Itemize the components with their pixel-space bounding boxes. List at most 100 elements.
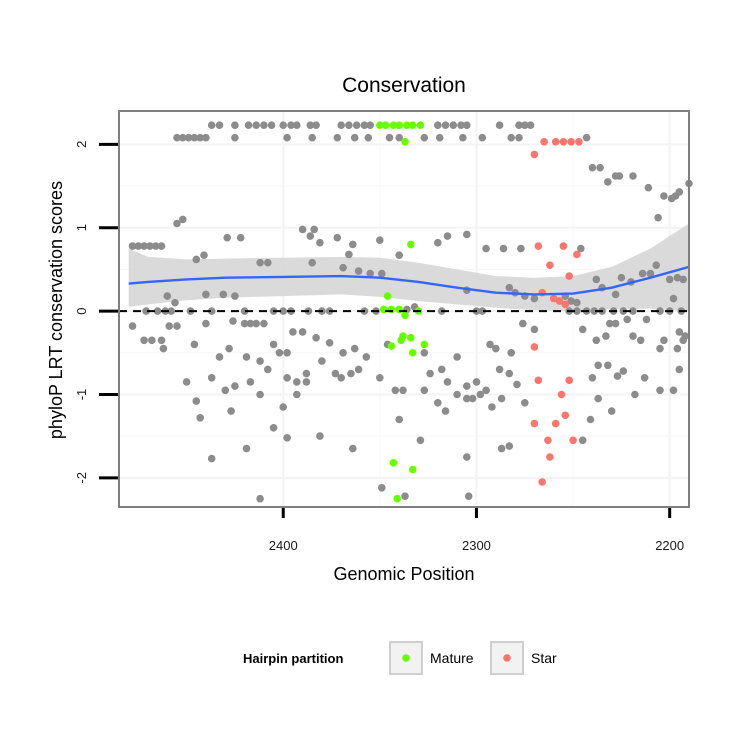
point-other bbox=[179, 215, 187, 224]
point-star bbox=[561, 411, 570, 420]
point-star bbox=[534, 242, 543, 250]
point-other bbox=[308, 258, 317, 267]
point-other bbox=[399, 386, 407, 395]
point-other bbox=[463, 394, 471, 403]
point-other bbox=[202, 133, 210, 142]
point-other bbox=[173, 219, 181, 228]
point-other bbox=[264, 258, 272, 267]
point-other bbox=[298, 328, 307, 336]
point-other bbox=[231, 382, 239, 390]
point-other bbox=[246, 378, 255, 386]
point-star bbox=[561, 300, 570, 309]
legend-title: Hairpin partition bbox=[243, 651, 343, 666]
point-other bbox=[140, 336, 148, 345]
point-other bbox=[507, 133, 515, 142]
point-other bbox=[244, 121, 253, 129]
legend: Hairpin partition Mature Star bbox=[243, 641, 557, 675]
point-other bbox=[182, 378, 191, 386]
point-other bbox=[256, 258, 264, 267]
point-other bbox=[337, 374, 346, 382]
point-other bbox=[345, 121, 353, 129]
point-other bbox=[604, 361, 612, 370]
point-other bbox=[463, 121, 471, 129]
points-layer bbox=[128, 121, 693, 503]
plot-border bbox=[118, 110, 690, 508]
point-other bbox=[349, 444, 357, 453]
legend-label-star: Star bbox=[531, 650, 557, 666]
point-other bbox=[256, 494, 264, 503]
point-other bbox=[227, 407, 235, 415]
point-other bbox=[654, 213, 662, 222]
point-other bbox=[660, 192, 668, 200]
point-other bbox=[293, 121, 301, 129]
point-other bbox=[221, 386, 230, 395]
point-star bbox=[555, 297, 564, 305]
point-other bbox=[279, 307, 288, 315]
point-mature bbox=[407, 240, 415, 249]
point-other bbox=[207, 374, 216, 382]
point-other bbox=[333, 133, 342, 142]
point-other bbox=[675, 328, 684, 336]
point-star bbox=[559, 242, 568, 250]
point-other bbox=[623, 315, 631, 324]
point-other bbox=[459, 133, 467, 142]
point-other bbox=[495, 365, 504, 374]
point-other bbox=[611, 290, 620, 299]
chart-title: Conservation bbox=[342, 74, 466, 97]
point-other bbox=[441, 121, 450, 129]
point-mature bbox=[416, 121, 425, 129]
point-other bbox=[629, 332, 637, 340]
point-other bbox=[395, 415, 404, 424]
point-other bbox=[283, 374, 291, 382]
point-other bbox=[435, 133, 444, 142]
point-other bbox=[318, 357, 326, 365]
point-other bbox=[656, 344, 664, 353]
point-other bbox=[173, 322, 181, 330]
point-other bbox=[148, 336, 156, 345]
point-other bbox=[464, 492, 473, 501]
point-other bbox=[275, 349, 284, 357]
point-other bbox=[505, 369, 514, 378]
point-other bbox=[507, 349, 515, 357]
point-other bbox=[293, 390, 301, 399]
point-other bbox=[167, 307, 175, 315]
point-other bbox=[252, 319, 260, 328]
point-mature bbox=[389, 121, 398, 129]
point-other bbox=[426, 369, 434, 378]
point-other bbox=[242, 353, 251, 361]
point-other bbox=[594, 361, 602, 370]
point-other bbox=[350, 344, 359, 353]
point-other bbox=[526, 121, 535, 129]
point-other bbox=[497, 394, 506, 403]
point-other bbox=[349, 240, 357, 249]
point-other bbox=[530, 294, 539, 303]
point-other bbox=[207, 454, 216, 463]
point-other bbox=[207, 121, 216, 129]
point-star bbox=[530, 150, 539, 159]
point-other bbox=[517, 244, 525, 253]
point-star bbox=[573, 250, 581, 259]
point-star bbox=[546, 261, 554, 270]
point-other bbox=[441, 407, 450, 415]
point-other bbox=[588, 374, 597, 382]
point-other bbox=[289, 328, 297, 336]
point-other bbox=[207, 307, 216, 315]
point-other bbox=[376, 374, 384, 382]
point-other bbox=[269, 424, 278, 432]
point-other bbox=[505, 283, 514, 292]
point-other bbox=[646, 269, 655, 278]
point-other bbox=[196, 133, 204, 142]
point-star bbox=[575, 138, 583, 146]
point-other bbox=[636, 336, 645, 345]
point-other bbox=[385, 133, 394, 142]
point-other bbox=[134, 242, 143, 250]
point-other bbox=[665, 275, 674, 284]
point-other bbox=[179, 133, 187, 142]
point-star bbox=[557, 390, 566, 399]
point-other bbox=[611, 319, 620, 328]
point-other bbox=[366, 269, 375, 278]
y-tick-label: 0 bbox=[74, 307, 89, 314]
point-other bbox=[499, 244, 508, 253]
point-other bbox=[482, 386, 490, 395]
point-star bbox=[559, 138, 568, 146]
